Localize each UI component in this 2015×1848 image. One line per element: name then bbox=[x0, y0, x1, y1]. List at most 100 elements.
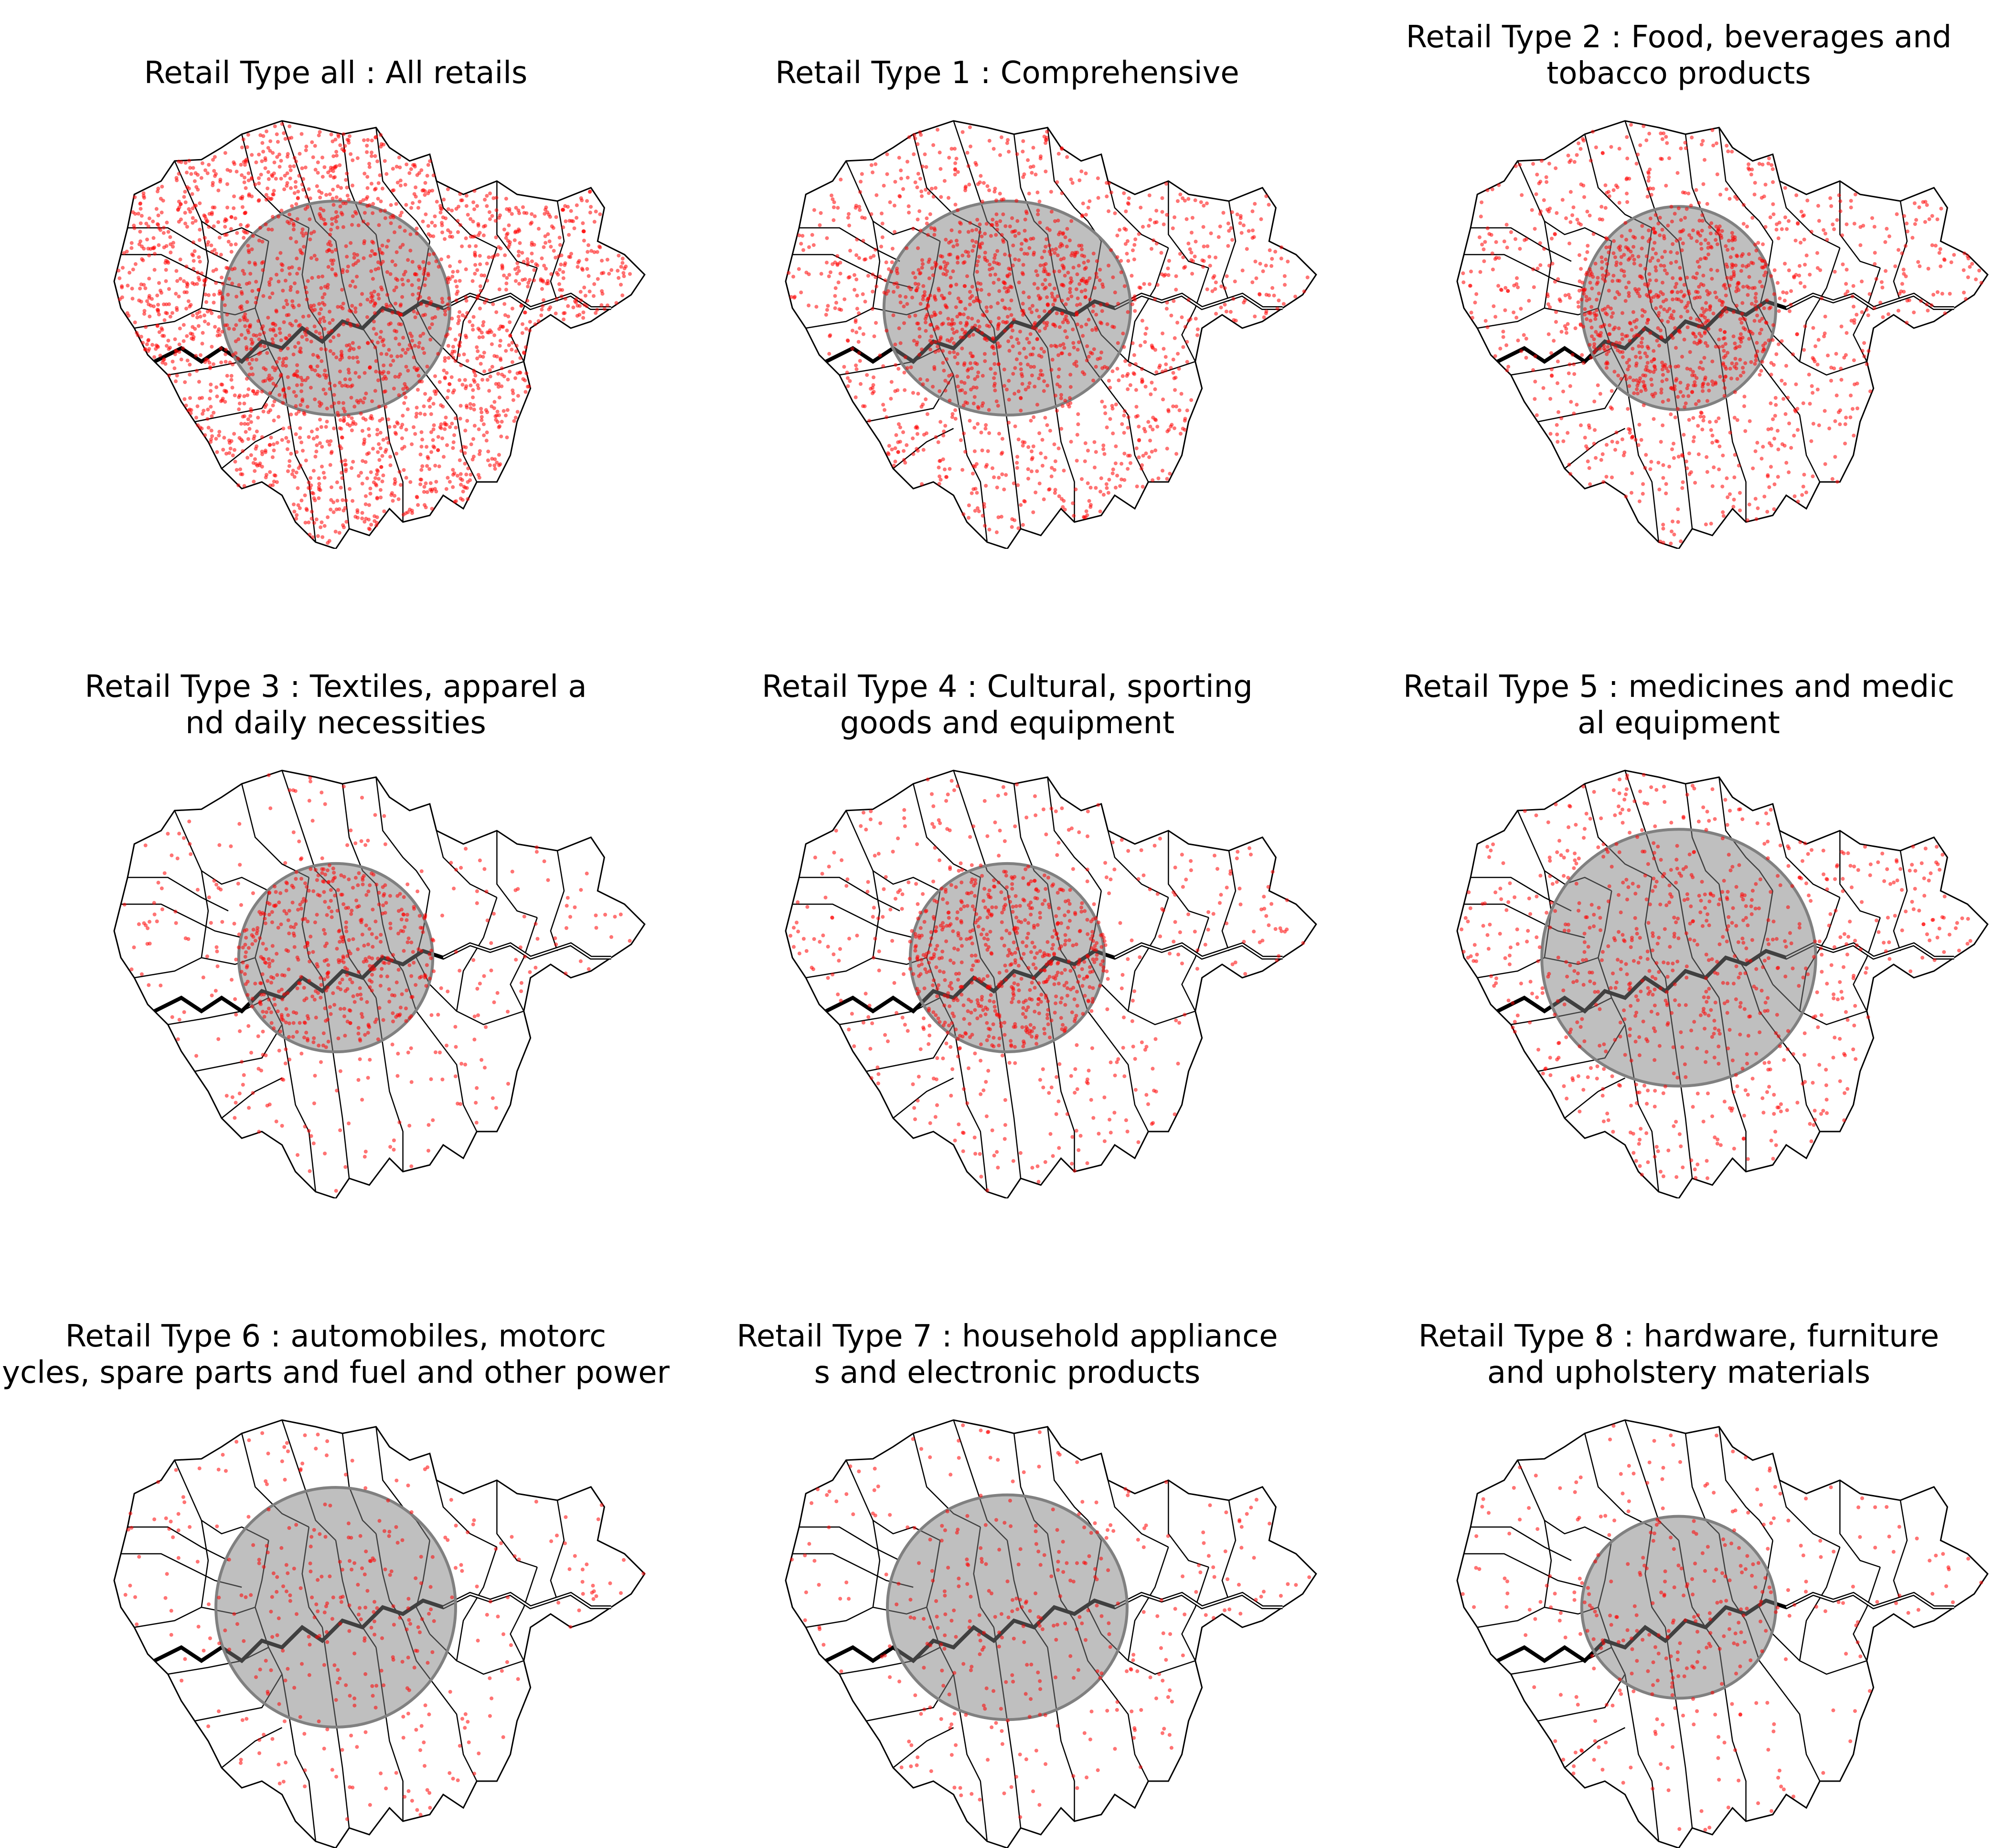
retail-point bbox=[1046, 302, 1050, 307]
retail-point bbox=[232, 432, 236, 436]
retail-point bbox=[952, 350, 956, 354]
retail-point bbox=[517, 229, 522, 233]
retail-point bbox=[1021, 301, 1025, 306]
retail-point bbox=[225, 374, 229, 378]
retail-point bbox=[1766, 161, 1770, 166]
retail-point bbox=[1269, 264, 1274, 268]
retail-point bbox=[1966, 275, 1970, 279]
retail-point bbox=[1050, 247, 1055, 252]
retail-point bbox=[426, 191, 430, 195]
retail-point bbox=[1672, 441, 1675, 446]
retail-point bbox=[406, 258, 410, 262]
retail-point bbox=[171, 241, 175, 245]
retail-point bbox=[311, 469, 316, 473]
retail-point bbox=[1133, 298, 1137, 302]
retail-point bbox=[475, 345, 479, 349]
retail-point bbox=[563, 297, 567, 301]
retail-point bbox=[284, 364, 288, 368]
retail-point bbox=[1703, 321, 1707, 325]
retail-point bbox=[262, 344, 267, 349]
retail-point bbox=[1023, 238, 1027, 242]
retail-point bbox=[1114, 485, 1118, 490]
retail-point bbox=[1072, 362, 1077, 366]
borough-boundary bbox=[375, 127, 430, 242]
retail-point bbox=[983, 359, 987, 363]
retail-point bbox=[347, 309, 352, 313]
retail-point bbox=[1039, 347, 1044, 351]
retail-point bbox=[1023, 387, 1028, 392]
retail-point bbox=[1031, 444, 1035, 449]
retail-point bbox=[1531, 368, 1535, 372]
retail-point bbox=[230, 385, 235, 390]
retail-point bbox=[416, 503, 420, 507]
retail-point bbox=[1636, 255, 1641, 259]
retail-point bbox=[392, 288, 396, 292]
retail-point bbox=[1676, 395, 1680, 399]
retail-point bbox=[431, 234, 436, 238]
retail-point bbox=[194, 353, 198, 358]
retail-point bbox=[595, 308, 599, 312]
retail-point bbox=[1711, 143, 1716, 148]
retail-point bbox=[287, 464, 291, 468]
retail-point bbox=[450, 316, 454, 320]
retail-point bbox=[1648, 331, 1653, 335]
retail-point bbox=[1001, 212, 1005, 216]
retail-point bbox=[924, 306, 928, 310]
retail-point bbox=[1116, 301, 1120, 306]
retail-point bbox=[359, 470, 363, 475]
retail-point bbox=[383, 159, 387, 163]
retail-point bbox=[1039, 451, 1043, 456]
retail-point bbox=[881, 403, 885, 407]
retail-point bbox=[1055, 382, 1059, 386]
retail-point bbox=[1611, 274, 1616, 278]
retail-point bbox=[279, 373, 283, 377]
retail-point bbox=[1505, 368, 1509, 373]
retail-point bbox=[1695, 239, 1699, 244]
retail-point bbox=[1183, 418, 1187, 423]
retail-point bbox=[1153, 448, 1158, 452]
retail-point bbox=[1874, 277, 1878, 281]
retail-point bbox=[298, 436, 302, 440]
retail-point bbox=[921, 294, 926, 299]
retail-point bbox=[1649, 377, 1653, 382]
retail-point bbox=[1707, 420, 1712, 424]
retail-point bbox=[399, 322, 403, 327]
retail-point bbox=[209, 383, 213, 386]
retail-point bbox=[347, 414, 351, 418]
retail-point bbox=[1718, 374, 1722, 379]
retail-point bbox=[226, 239, 231, 244]
retail-point bbox=[1766, 427, 1770, 431]
retail-point bbox=[985, 463, 989, 467]
retail-point bbox=[1228, 310, 1233, 314]
retail-point bbox=[1130, 341, 1135, 345]
retail-point bbox=[1059, 427, 1064, 431]
retail-point bbox=[1007, 150, 1011, 154]
retail-point bbox=[1731, 334, 1736, 339]
retail-point bbox=[151, 304, 156, 309]
retail-point bbox=[1055, 180, 1059, 184]
retail-point bbox=[472, 207, 476, 212]
retail-point bbox=[1505, 246, 1509, 250]
retail-point bbox=[299, 403, 303, 407]
retail-point bbox=[1926, 267, 1930, 271]
retail-point bbox=[313, 168, 318, 172]
retail-point bbox=[1813, 344, 1818, 348]
retail-point bbox=[1685, 466, 1689, 470]
retail-point bbox=[1010, 230, 1014, 234]
retail-point bbox=[549, 245, 553, 249]
retail-point bbox=[500, 419, 504, 424]
borough-boundary bbox=[1718, 127, 1773, 242]
retail-point bbox=[357, 345, 361, 350]
retail-point bbox=[207, 293, 211, 297]
retail-point bbox=[1045, 384, 1050, 388]
retail-point bbox=[428, 405, 432, 409]
retail-point bbox=[1664, 377, 1669, 382]
retail-point bbox=[243, 315, 247, 320]
retail-point bbox=[455, 292, 459, 296]
retail-point bbox=[482, 300, 487, 305]
retail-point bbox=[924, 397, 928, 401]
retail-point bbox=[374, 369, 378, 374]
retail-point bbox=[320, 155, 324, 160]
retail-point bbox=[1696, 424, 1700, 428]
retail-point bbox=[482, 369, 487, 374]
